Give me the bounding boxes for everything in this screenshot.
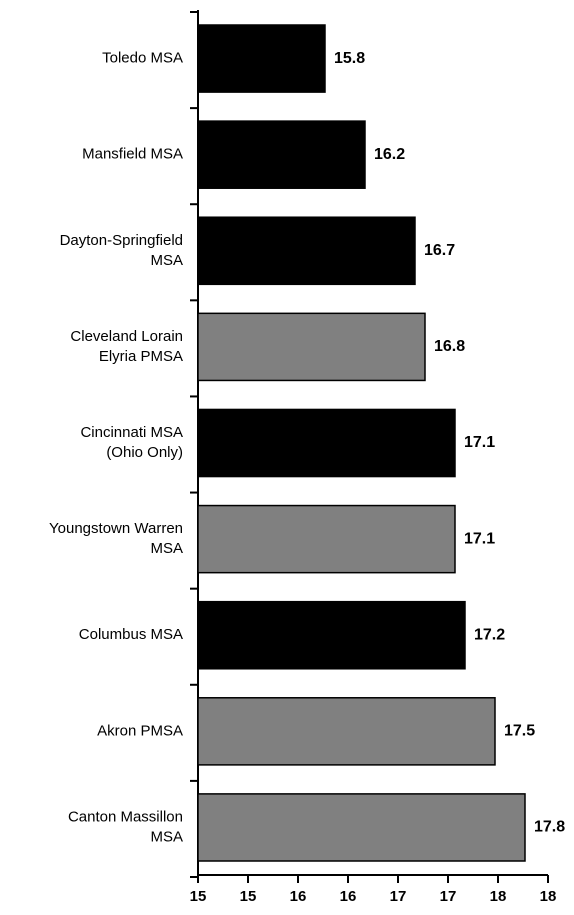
bar bbox=[197, 408, 456, 478]
bar bbox=[197, 312, 426, 382]
category-label: Mansfield MSA bbox=[82, 146, 183, 163]
bar bbox=[197, 793, 526, 862]
category-label: Youngstown Warren MSA bbox=[49, 520, 183, 557]
category-line: Mansfield MSA bbox=[82, 146, 183, 163]
category-line: Youngstown Warren bbox=[49, 520, 183, 537]
x-tick-label: 17 bbox=[440, 888, 457, 905]
x-tick-label: 17 bbox=[390, 888, 407, 905]
category-line: MSA bbox=[150, 828, 183, 845]
x-tick-label: 15 bbox=[190, 888, 207, 905]
bar bbox=[197, 120, 366, 189]
bar bbox=[197, 24, 326, 93]
category-label: Akron PMSA bbox=[97, 722, 183, 739]
category-line: MSA bbox=[150, 252, 183, 269]
category-line: Dayton-Springfield bbox=[60, 232, 183, 249]
bar bbox=[197, 697, 496, 766]
category-label: Canton Massillon MSA bbox=[68, 808, 183, 845]
category-label: Dayton-Springfield MSA bbox=[60, 232, 183, 269]
category-line: Toledo MSA bbox=[102, 50, 183, 67]
category-line: Elyria PMSA bbox=[99, 348, 183, 365]
x-tick-label: 16 bbox=[340, 888, 357, 905]
bar bbox=[197, 216, 416, 286]
bar bbox=[197, 600, 466, 670]
category-line: Canton Massillon bbox=[68, 808, 183, 825]
category-line: MSA bbox=[150, 540, 183, 557]
bar bbox=[197, 504, 456, 574]
category-line: Akron PMSA bbox=[97, 722, 183, 739]
value-label: 16.8 bbox=[434, 338, 465, 355]
value-label: 17.1 bbox=[464, 434, 495, 451]
category-label: Cleveland Lorain Elyria PMSA bbox=[70, 328, 183, 365]
value-label: 16.7 bbox=[424, 242, 455, 259]
category-label: Columbus MSA bbox=[79, 626, 183, 643]
value-label: 15.8 bbox=[334, 50, 365, 67]
x-tick-label: 16 bbox=[290, 888, 307, 905]
category-label: Toledo MSA bbox=[102, 50, 183, 67]
value-label: 17.8 bbox=[534, 819, 565, 836]
x-tick-label: 18 bbox=[490, 888, 507, 905]
category-line: Cleveland Lorain bbox=[70, 328, 183, 345]
value-label: 16.2 bbox=[374, 146, 405, 163]
x-tick-label: 15 bbox=[240, 888, 257, 905]
category-label: Cincinnati MSA (Ohio Only) bbox=[80, 424, 183, 461]
x-tick-label: 18 bbox=[540, 888, 557, 905]
value-label: 17.2 bbox=[474, 626, 505, 643]
value-label: 17.1 bbox=[464, 530, 495, 547]
value-label: 17.5 bbox=[504, 723, 535, 740]
category-line: Columbus MSA bbox=[79, 626, 183, 643]
category-line: (Ohio Only) bbox=[106, 444, 183, 461]
category-line: Cincinnati MSA bbox=[80, 424, 183, 441]
